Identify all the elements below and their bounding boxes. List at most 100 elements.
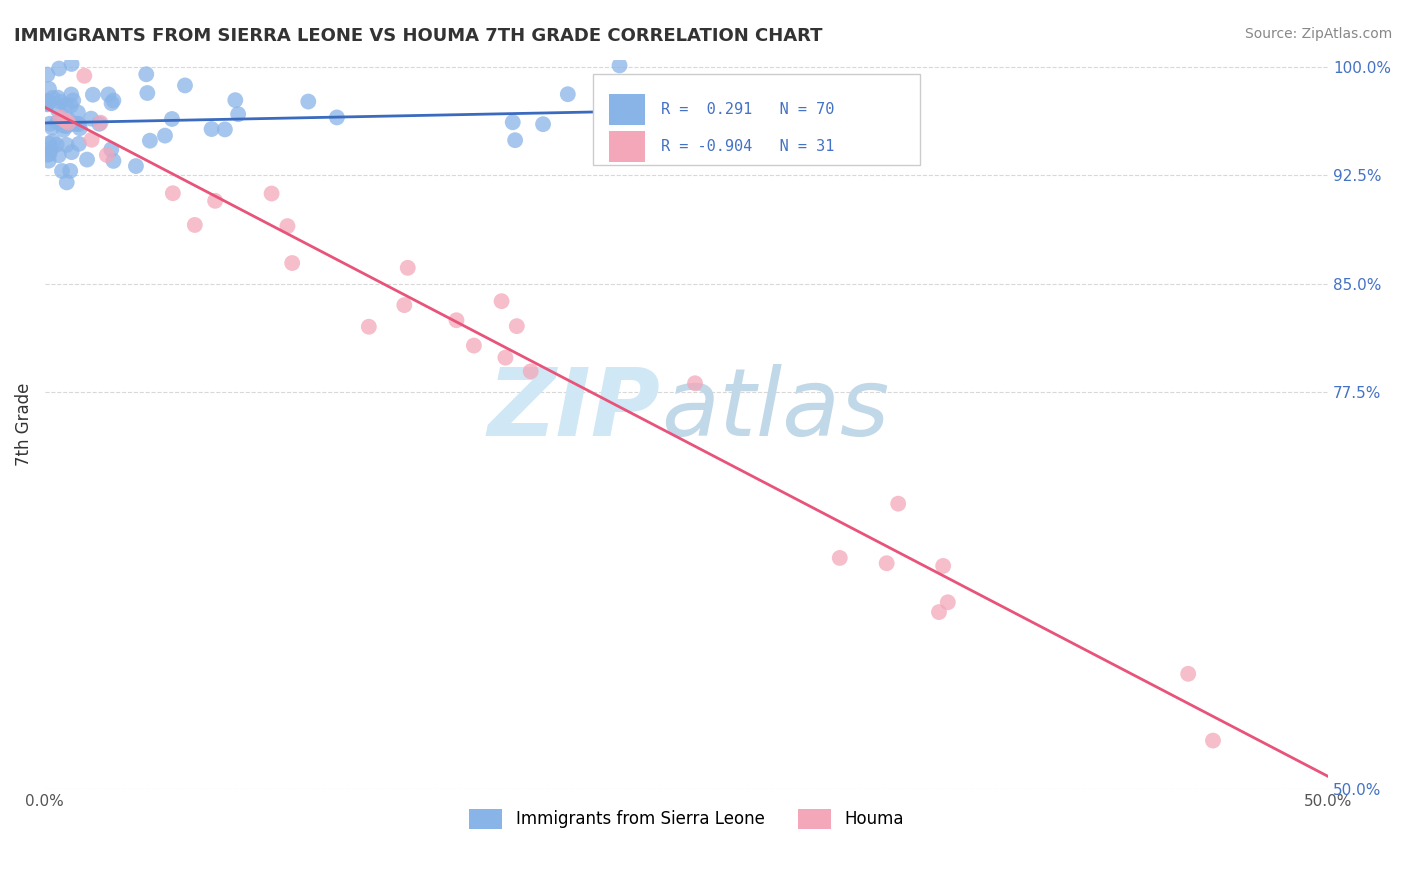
Point [609,58,631,72]
Point [828,550,851,565]
Text: R =  0.291   N = 70: R = 0.291 N = 70 [661,103,834,117]
Text: IMMIGRANTS FROM SIERRA LEONE VS HOUMA 7TH GRADE CORRELATION CHART: IMMIGRANTS FROM SIERRA LEONE VS HOUMA 7T… [14,27,823,45]
Point [103,153,125,168]
Text: Source: ZipAtlas.com: Source: ZipAtlas.com [1244,27,1392,41]
Point [38,153,60,168]
Point [48,62,70,76]
Point [82,87,104,102]
Point [281,256,304,270]
Point [38,136,60,151]
Point [557,87,579,102]
Bar [609,131,645,162]
Point [67,117,90,131]
Point [932,558,955,573]
Point [502,115,524,129]
Point [1177,666,1199,681]
Point [139,134,162,148]
Point [396,260,419,275]
Point [204,194,226,208]
Point [55,138,77,153]
Point [73,69,96,83]
Point [160,112,183,126]
Point [55,98,77,112]
Point [936,595,959,609]
Point [184,218,207,232]
Point [37,95,59,110]
Point [37,94,59,108]
Point [49,95,72,109]
Point [51,164,73,178]
Point [80,112,103,126]
Point [683,376,706,391]
Point [69,121,91,136]
Point [37,96,59,111]
Point [38,82,60,96]
Point [297,95,319,109]
Point [446,313,468,327]
Point [46,115,69,129]
Y-axis label: 7th Grade: 7th Grade [15,383,32,467]
Point [60,87,83,102]
Point [67,136,90,151]
Point [689,136,711,151]
Point [59,98,82,112]
Point [76,153,98,167]
Point [96,148,118,162]
Point [42,135,65,149]
Point [887,497,910,511]
Point [153,128,176,143]
Point [48,148,70,162]
Point [55,175,77,189]
Point [38,146,60,161]
Point [276,219,298,233]
Point [55,119,77,133]
Point [928,605,950,619]
Point [52,119,75,133]
Point [260,186,283,201]
Bar [609,95,645,125]
FancyBboxPatch shape [593,74,920,165]
Point [59,164,82,178]
Point [97,87,120,102]
Point [136,86,159,100]
Point [45,137,67,152]
Point [90,116,112,130]
Point [60,57,83,71]
Point [89,117,111,131]
Point [357,319,380,334]
Point [38,117,60,131]
Point [463,338,485,352]
Point [103,94,125,108]
Point [503,133,526,147]
Point [52,123,75,137]
Point [37,148,59,162]
Point [56,112,79,127]
Point [506,319,529,334]
Point [491,294,513,309]
Point [531,117,554,131]
Point [494,351,516,365]
Point [200,122,222,136]
Point [394,298,416,312]
Point [125,159,148,173]
Point [37,68,59,82]
Point [66,117,89,131]
Point [226,107,249,121]
Text: R = -0.904   N = 31: R = -0.904 N = 31 [661,139,834,154]
Point [1202,733,1225,747]
Point [62,94,84,108]
Point [46,103,69,117]
Point [214,122,236,136]
Point [37,97,59,112]
Point [135,67,157,81]
Point [80,133,103,147]
Point [876,556,898,570]
Text: ZIP: ZIP [488,364,661,456]
Point [39,142,62,156]
Point [326,111,349,125]
Point [174,78,197,93]
Point [224,93,246,107]
Point [66,105,89,120]
Legend: Immigrants from Sierra Leone, Houma: Immigrants from Sierra Leone, Houma [463,802,911,836]
Point [41,120,63,135]
